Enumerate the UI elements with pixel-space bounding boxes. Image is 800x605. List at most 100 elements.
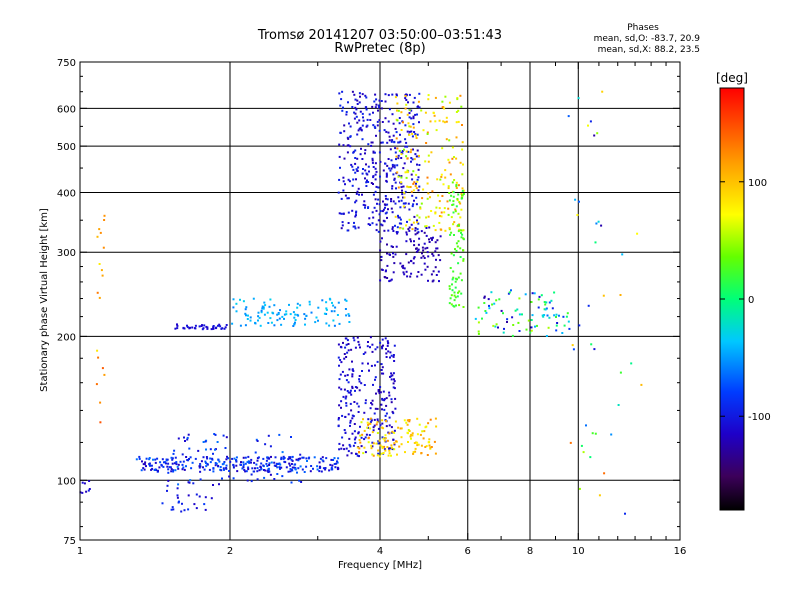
data-point (203, 324, 206, 327)
data-point (369, 421, 372, 424)
data-point (456, 199, 459, 202)
data-point (409, 186, 412, 188)
data-point (375, 423, 378, 426)
data-point (358, 193, 360, 196)
data-point (352, 168, 355, 171)
data-point (451, 283, 453, 286)
data-point (485, 311, 488, 314)
data-point (392, 271, 395, 274)
data-point (225, 458, 228, 461)
data-point (558, 314, 560, 317)
data-point (391, 246, 394, 248)
data-point (407, 101, 409, 104)
data-point (340, 388, 343, 391)
data-point (378, 106, 381, 109)
data-point (416, 214, 419, 217)
data-point (425, 234, 428, 237)
data-point (376, 124, 379, 127)
data-point (366, 421, 369, 424)
data-point (103, 219, 106, 221)
data-point (444, 95, 447, 98)
data-point (149, 464, 151, 467)
data-point (454, 208, 457, 211)
data-point (245, 306, 248, 309)
data-point (366, 345, 369, 348)
data-point (356, 99, 359, 102)
data-point (502, 331, 505, 334)
data-point (589, 120, 592, 123)
data-point (247, 468, 250, 471)
data-point (338, 212, 341, 215)
data-point (257, 315, 260, 318)
data-point (381, 121, 384, 123)
data-point (377, 230, 380, 233)
data-point (253, 461, 256, 464)
data-point (460, 236, 463, 239)
data-point (409, 275, 412, 278)
data-point (462, 229, 465, 232)
data-point (415, 196, 418, 199)
data-point (376, 360, 379, 363)
data-point (305, 465, 308, 468)
data-point (382, 390, 385, 393)
data-point (427, 160, 430, 163)
data-point (372, 176, 375, 179)
data-point (459, 161, 462, 164)
data-point (419, 207, 422, 210)
data-point (407, 432, 409, 435)
data-point (373, 206, 376, 209)
x-tick-label: 10 (572, 546, 585, 557)
data-point (394, 224, 396, 227)
data-point (189, 479, 192, 482)
data-point (417, 271, 420, 273)
data-point (456, 295, 459, 298)
data-point (281, 451, 284, 454)
data-point (577, 97, 580, 100)
data-point (239, 324, 242, 327)
data-point (371, 222, 374, 225)
data-point (427, 215, 430, 218)
data-point (384, 117, 387, 120)
data-point (357, 411, 360, 413)
data-point (269, 317, 272, 320)
data-point (185, 465, 187, 468)
data-point (384, 449, 387, 452)
data-point (410, 160, 412, 163)
data-point (561, 332, 564, 334)
data-point (393, 378, 395, 381)
data-point (412, 262, 415, 265)
data-point (521, 313, 523, 316)
data-point (259, 324, 262, 327)
data-point (357, 405, 360, 408)
data-point (445, 116, 448, 119)
data-point (428, 241, 431, 243)
data-point (438, 207, 441, 210)
data-point (373, 412, 376, 415)
data-point (424, 160, 427, 163)
data-point (364, 169, 367, 172)
data-point (266, 465, 269, 467)
data-point (398, 222, 401, 225)
data-point (206, 327, 209, 330)
data-point (382, 169, 385, 172)
data-point (375, 98, 378, 101)
data-point (567, 115, 570, 118)
data-point (370, 144, 373, 147)
data-point (412, 115, 415, 118)
data-point (374, 106, 377, 109)
data-point (379, 386, 382, 388)
data-point (460, 229, 463, 232)
data-point (406, 113, 409, 116)
data-point (273, 461, 276, 464)
data-point (357, 166, 360, 169)
data-point (484, 310, 487, 312)
data-point (342, 189, 345, 192)
data-point (383, 445, 386, 448)
data-point (258, 316, 261, 319)
data-point (355, 199, 358, 202)
data-point (427, 154, 430, 157)
data-point (529, 331, 532, 334)
data-point (417, 100, 420, 103)
data-point (417, 231, 420, 234)
data-point (287, 470, 290, 473)
